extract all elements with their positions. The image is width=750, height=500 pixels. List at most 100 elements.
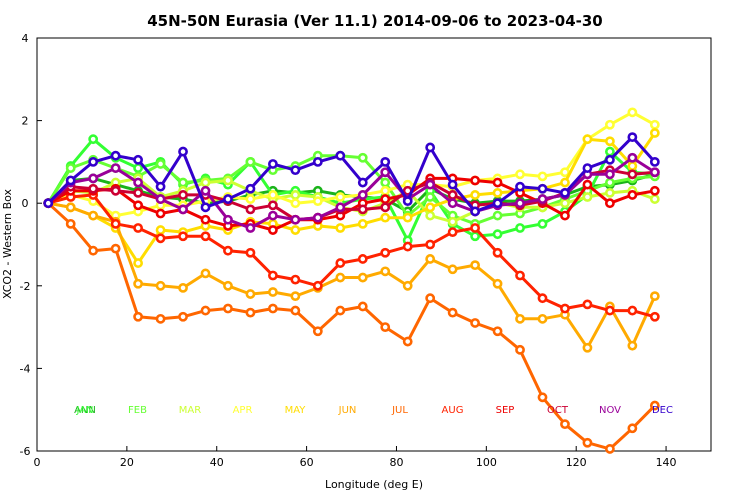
data-point [357, 218, 368, 229]
data-point [492, 247, 503, 258]
data-point [425, 293, 436, 304]
data-point [290, 198, 301, 209]
data-point [155, 313, 166, 324]
data-point [560, 187, 570, 198]
data-point [649, 119, 660, 130]
legend-entry: ANN [74, 405, 96, 416]
data-point [65, 218, 76, 229]
y-axis-label: XCO2 - Western Box [1, 188, 14, 299]
data-point [267, 270, 278, 281]
data-point [402, 280, 413, 291]
data-point [537, 392, 548, 403]
data-point [605, 305, 615, 316]
data-point [133, 278, 143, 289]
data-point [357, 301, 368, 312]
data-point [515, 169, 525, 180]
data-point [312, 156, 323, 167]
data-point [447, 227, 458, 238]
data-point [425, 192, 436, 202]
data-point [178, 311, 188, 322]
data-point [290, 165, 301, 176]
data-point [200, 185, 211, 196]
data-point [110, 185, 121, 196]
series-line [47, 193, 656, 319]
data-point [560, 167, 570, 178]
data-point [290, 225, 301, 235]
data-point [133, 223, 143, 233]
series-line [47, 135, 656, 213]
data-point [155, 159, 166, 169]
x-tick-label: 100 [476, 456, 497, 469]
data-point [65, 202, 76, 213]
x-tick-label: 80 [389, 456, 403, 469]
data-point [65, 175, 76, 186]
data-point [470, 318, 480, 328]
data-point [605, 119, 615, 130]
y-tick-label: 2 [22, 115, 29, 128]
data-point [627, 152, 638, 163]
data-point [200, 305, 211, 316]
data-point [627, 340, 638, 351]
data-point [582, 179, 593, 190]
data-point [245, 204, 256, 215]
data-point [380, 194, 391, 204]
data-point [537, 293, 548, 304]
data-point [560, 177, 570, 188]
data-point [425, 179, 436, 190]
data-point [133, 163, 143, 173]
data-point [447, 264, 458, 275]
data-point [402, 212, 413, 223]
data-point [605, 169, 615, 180]
data-point [649, 194, 660, 204]
data-point [649, 167, 660, 178]
data-point [425, 142, 436, 153]
data-point [245, 289, 256, 299]
data-point [178, 177, 188, 188]
data-point [88, 173, 99, 184]
data-point [537, 218, 548, 229]
data-point [425, 239, 436, 250]
data-point [380, 247, 391, 258]
data-point [627, 132, 638, 143]
data-point [178, 282, 188, 293]
chart-title: 45N-50N Eurasia (Ver 11.1) 2014-09-06 to… [147, 12, 603, 30]
data-point [357, 177, 368, 188]
data-point [492, 278, 503, 289]
data-point [357, 272, 368, 283]
data-point [155, 208, 166, 219]
data-point [200, 177, 211, 188]
axes: 0 20 40 60 80 100 120 140 -6 -4 -2 0 2 4 [20, 32, 677, 469]
data-point [335, 192, 346, 202]
data-point [425, 202, 436, 213]
data-point [88, 134, 99, 145]
data-point [582, 134, 593, 145]
data-point [88, 210, 99, 221]
data-point [88, 245, 99, 256]
data-point [627, 190, 638, 200]
series-jul [43, 198, 660, 454]
data-point [312, 212, 323, 223]
data-point [267, 225, 278, 235]
data-point [582, 299, 593, 310]
data-point [402, 336, 413, 347]
data-point [155, 233, 166, 244]
data-point [155, 280, 166, 291]
data-point [267, 303, 278, 314]
data-point [133, 154, 143, 165]
data-point [425, 254, 436, 264]
data-point [155, 181, 166, 192]
data-point [267, 210, 278, 221]
data-point [649, 291, 660, 302]
data-point [223, 280, 233, 291]
x-tick-label: 40 [210, 456, 224, 469]
data-point [223, 303, 233, 314]
data-point [335, 150, 346, 161]
data-point [605, 198, 615, 209]
data-point [380, 185, 391, 196]
data-point [492, 210, 503, 221]
data-point [335, 258, 346, 268]
data-point [290, 305, 301, 316]
series-aug [43, 190, 660, 322]
data-point [357, 190, 368, 200]
